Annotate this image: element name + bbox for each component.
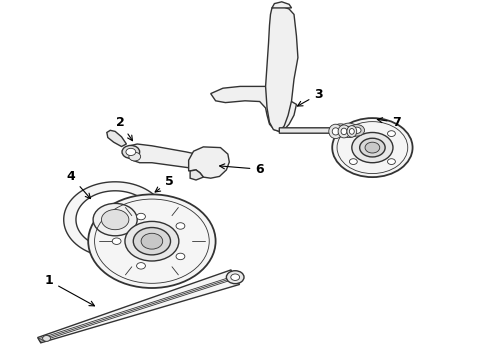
Circle shape [365, 142, 380, 153]
Circle shape [336, 127, 345, 134]
Ellipse shape [332, 128, 339, 135]
Polygon shape [211, 86, 296, 131]
Circle shape [129, 152, 141, 161]
Circle shape [352, 132, 393, 163]
Ellipse shape [349, 129, 354, 134]
Circle shape [352, 127, 361, 134]
Circle shape [43, 336, 50, 341]
Circle shape [101, 210, 129, 230]
Text: 1: 1 [45, 274, 95, 306]
Polygon shape [189, 147, 229, 178]
Circle shape [137, 213, 146, 220]
Text: 2: 2 [116, 116, 132, 141]
Circle shape [141, 233, 163, 249]
Ellipse shape [329, 124, 343, 139]
Circle shape [176, 253, 185, 260]
Circle shape [332, 118, 413, 177]
Circle shape [349, 131, 357, 136]
Ellipse shape [341, 128, 347, 135]
Circle shape [349, 125, 365, 136]
Circle shape [176, 223, 185, 229]
Circle shape [88, 194, 216, 288]
Circle shape [137, 262, 146, 269]
Circle shape [93, 203, 137, 236]
Circle shape [343, 126, 354, 134]
Circle shape [133, 228, 171, 255]
Polygon shape [64, 182, 161, 257]
Circle shape [126, 148, 136, 156]
Polygon shape [190, 170, 203, 180]
Circle shape [349, 159, 357, 165]
Text: 7: 7 [377, 116, 401, 129]
Circle shape [388, 159, 395, 165]
Circle shape [226, 271, 244, 284]
Polygon shape [279, 128, 345, 133]
Text: 4: 4 [67, 170, 91, 199]
Polygon shape [272, 2, 292, 8]
Polygon shape [126, 144, 220, 171]
Circle shape [388, 131, 395, 136]
Text: 3: 3 [297, 88, 323, 106]
Text: 6: 6 [220, 163, 264, 176]
Circle shape [332, 124, 349, 137]
Polygon shape [107, 130, 126, 147]
Text: 5: 5 [155, 175, 173, 192]
Ellipse shape [338, 125, 350, 138]
Circle shape [122, 145, 140, 158]
Ellipse shape [347, 126, 357, 137]
Circle shape [112, 238, 121, 244]
Circle shape [231, 274, 240, 280]
Circle shape [125, 221, 179, 261]
Circle shape [339, 123, 359, 138]
Circle shape [360, 138, 385, 157]
Polygon shape [38, 270, 240, 343]
Polygon shape [266, 5, 298, 131]
